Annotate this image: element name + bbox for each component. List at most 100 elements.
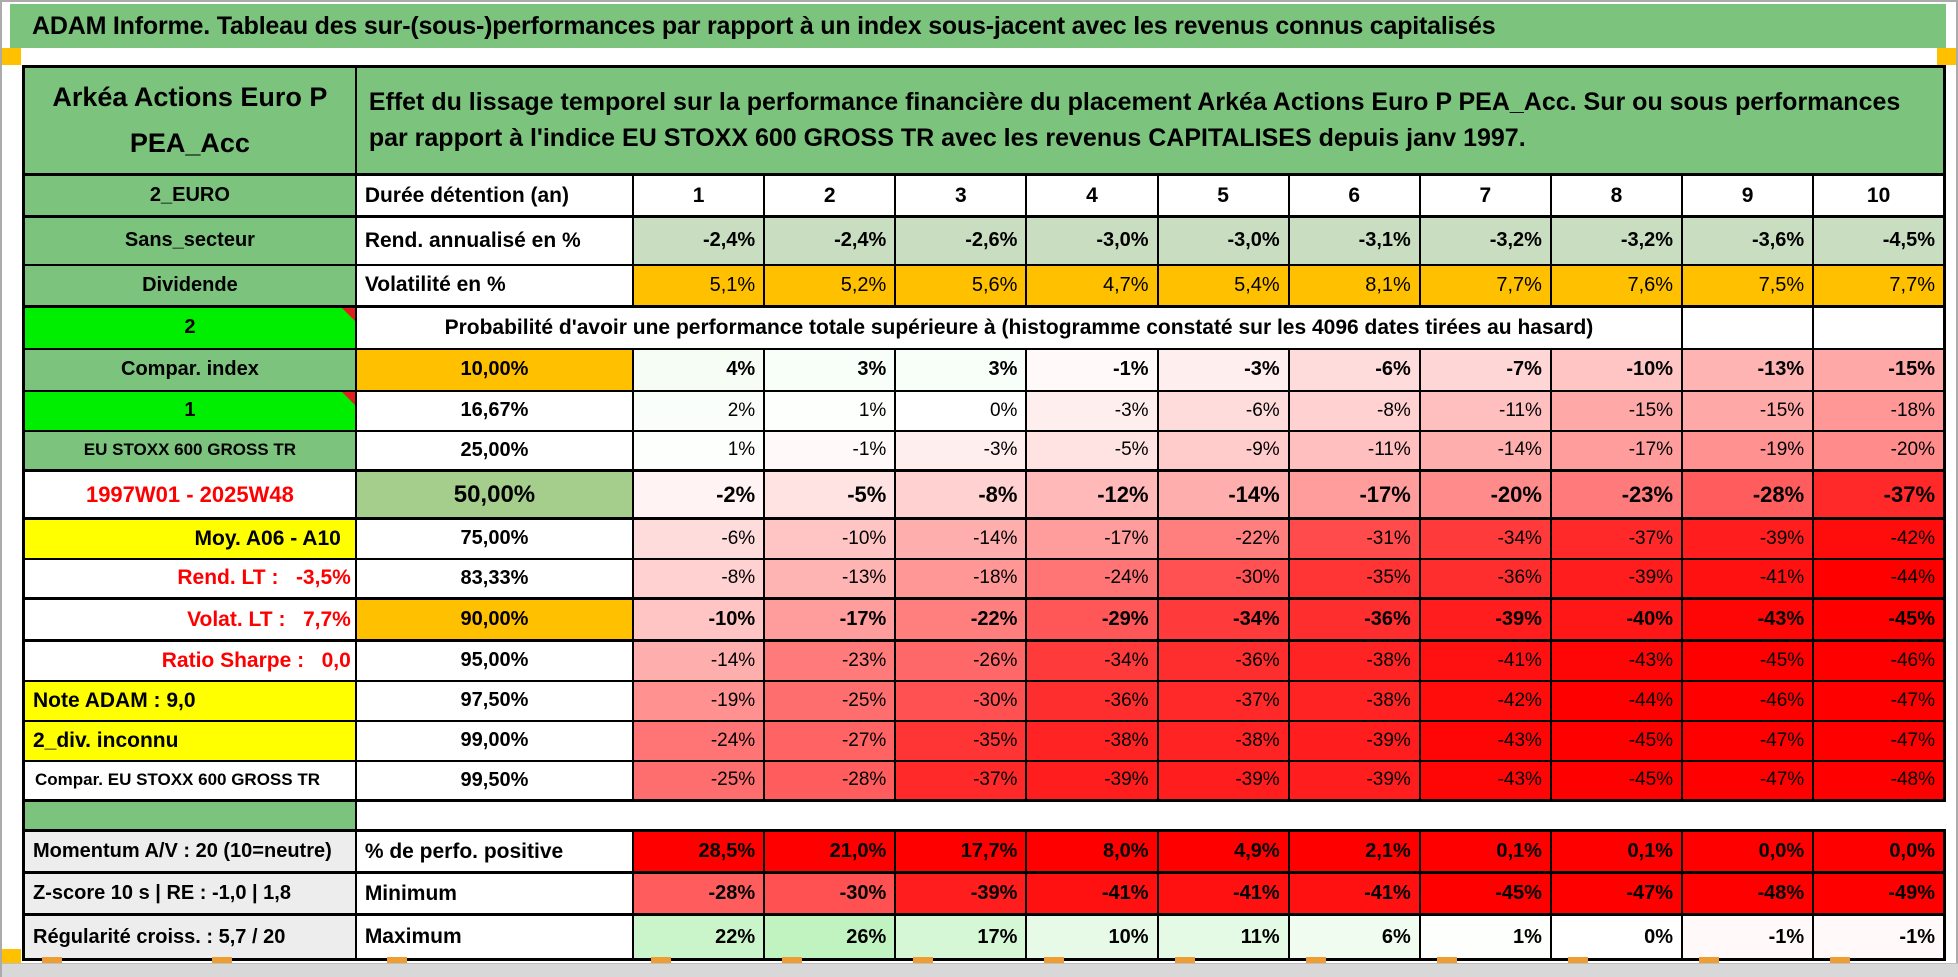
row-label[interactable]: Compar. index	[22, 347, 357, 392]
probability-value-cell[interactable]: -43%	[1549, 639, 1684, 682]
probability-value-cell[interactable]: -28%	[763, 759, 897, 802]
probability-value-cell[interactable]: -40%	[1549, 597, 1684, 642]
probability-value-cell[interactable]: -36%	[1156, 639, 1290, 682]
quantile-cell[interactable]: 10,00%	[354, 347, 635, 392]
probability-value-cell[interactable]: -38%	[1025, 719, 1159, 762]
probability-value-cell[interactable]: -1%	[763, 429, 897, 472]
annualized-return-cell[interactable]: -4,5%	[1812, 215, 1946, 266]
summary-value-cell[interactable]: 6%	[1287, 913, 1421, 961]
row-metric[interactable]: % de perfo. positive	[354, 829, 635, 874]
summary-value-cell[interactable]: -41%	[1025, 871, 1159, 916]
annualized-return-cell[interactable]: -2,4%	[763, 215, 897, 266]
probability-value-cell[interactable]: -37%	[1156, 679, 1290, 722]
annualized-return-cell[interactable]: -2,4%	[632, 215, 766, 266]
probability-value-cell[interactable]: -38%	[1287, 639, 1421, 682]
probability-value-cell[interactable]: -26%	[894, 639, 1028, 682]
summary-value-cell[interactable]: 0,0%	[1812, 829, 1946, 874]
probability-value-cell[interactable]: -11%	[1287, 429, 1421, 472]
summary-value-cell[interactable]: -39%	[894, 871, 1028, 916]
probability-value-cell[interactable]: -47%	[1812, 679, 1946, 722]
probability-value-cell[interactable]: -39%	[1156, 759, 1290, 802]
probability-value-cell[interactable]: -17%	[763, 597, 897, 642]
probability-value-cell[interactable]: -7%	[1418, 347, 1552, 392]
probability-value-cell[interactable]: -39%	[1025, 759, 1159, 802]
duration-header-cell[interactable]: 7	[1418, 173, 1552, 218]
summary-value-cell[interactable]: -41%	[1287, 871, 1421, 916]
probability-value-cell[interactable]: -10%	[763, 517, 897, 560]
probability-value-cell[interactable]: -39%	[1287, 719, 1421, 762]
probability-value-cell[interactable]: -14%	[632, 639, 766, 682]
probability-value-cell[interactable]: -6%	[1287, 347, 1421, 392]
probability-value-cell[interactable]: -27%	[763, 719, 897, 762]
probability-value-cell[interactable]: -3%	[1156, 347, 1290, 392]
annualized-return-cell[interactable]: -3,2%	[1549, 215, 1684, 266]
probability-value-cell[interactable]: -34%	[1025, 639, 1159, 682]
probability-value-cell[interactable]: -47%	[1812, 719, 1946, 762]
annualized-return-cell[interactable]: -3,0%	[1156, 215, 1290, 266]
empty-cell[interactable]	[1812, 305, 1946, 350]
probability-value-cell[interactable]: -30%	[1156, 557, 1290, 600]
probability-value-cell[interactable]: -9%	[1156, 429, 1290, 472]
probability-value-cell[interactable]: -13%	[763, 557, 897, 600]
probability-value-cell[interactable]: -39%	[1549, 557, 1684, 600]
probability-value-cell[interactable]: -15%	[1812, 347, 1946, 392]
quantile-cell[interactable]: 97,50%	[354, 679, 635, 722]
volatility-cell[interactable]: 7,7%	[1812, 263, 1946, 308]
probability-value-cell[interactable]: -3%	[894, 429, 1028, 472]
probability-value-cell[interactable]: -42%	[1418, 679, 1552, 722]
probability-value-cell[interactable]: -39%	[1287, 759, 1421, 802]
probability-value-cell[interactable]: -38%	[1156, 719, 1290, 762]
summary-value-cell[interactable]: -41%	[1156, 871, 1290, 916]
quantile-cell[interactable]: 16,67%	[354, 389, 635, 432]
summary-value-cell[interactable]: 0,1%	[1418, 829, 1552, 874]
probability-value-cell[interactable]: -23%	[1549, 469, 1684, 520]
quantile-cell[interactable]: 75,00%	[354, 517, 635, 560]
probability-value-cell[interactable]: -46%	[1681, 679, 1815, 722]
row-label[interactable]: 1	[22, 389, 357, 432]
row-metric[interactable]: Volatilité en %	[354, 263, 635, 308]
probability-value-cell[interactable]: -36%	[1287, 597, 1421, 642]
probability-value-cell[interactable]: -5%	[763, 469, 897, 520]
probability-value-cell[interactable]: 1%	[763, 389, 897, 432]
probability-value-cell[interactable]: -18%	[1812, 389, 1946, 432]
probability-value-cell[interactable]: -15%	[1549, 389, 1684, 432]
probability-value-cell[interactable]: -43%	[1681, 597, 1815, 642]
probability-value-cell[interactable]: -35%	[1287, 557, 1421, 600]
probability-value-cell[interactable]: 1%	[632, 429, 766, 472]
row-label[interactable]: 2_div. inconnu	[22, 719, 357, 762]
quantile-cell[interactable]: 90,00%	[354, 597, 635, 642]
probability-value-cell[interactable]: -29%	[1025, 597, 1159, 642]
probability-value-cell[interactable]: -45%	[1812, 597, 1946, 642]
probability-value-cell[interactable]: -44%	[1812, 557, 1946, 600]
row-label[interactable]: EU STOXX 600 GROSS TR	[22, 429, 357, 472]
summary-value-cell[interactable]: -47%	[1549, 871, 1684, 916]
probability-value-cell[interactable]: -36%	[1418, 557, 1552, 600]
probability-value-cell[interactable]: -6%	[632, 517, 766, 560]
probability-value-cell[interactable]: -5%	[1025, 429, 1159, 472]
row-label[interactable]: 1997W01 - 2025W48	[22, 469, 357, 520]
row-label[interactable]: Rend. LT : -3,5%	[22, 557, 357, 600]
probability-value-cell[interactable]: -23%	[763, 639, 897, 682]
volatility-cell[interactable]: 5,1%	[632, 263, 766, 308]
summary-value-cell[interactable]: 11%	[1156, 913, 1290, 961]
probability-value-cell[interactable]: -48%	[1812, 759, 1946, 802]
probability-value-cell[interactable]: -34%	[1418, 517, 1552, 560]
probability-value-cell[interactable]: 2%	[632, 389, 766, 432]
summary-value-cell[interactable]: 4,9%	[1156, 829, 1290, 874]
annualized-return-cell[interactable]: -3,1%	[1287, 215, 1421, 266]
probability-value-cell[interactable]: -8%	[632, 557, 766, 600]
row-label[interactable]: 2_EURO	[22, 173, 357, 218]
quantile-cell[interactable]: 25,00%	[354, 429, 635, 472]
probability-value-cell[interactable]: -22%	[1156, 517, 1290, 560]
probability-value-cell[interactable]: -41%	[1681, 557, 1815, 600]
probability-value-cell[interactable]: -10%	[632, 597, 766, 642]
row-label[interactable]: Note ADAM : 9,0	[22, 679, 357, 722]
probability-value-cell[interactable]: -31%	[1287, 517, 1421, 560]
probability-value-cell[interactable]: 3%	[763, 347, 897, 392]
row-label[interactable]: Moy. A06 - A10	[22, 517, 357, 560]
probability-value-cell[interactable]: -8%	[1287, 389, 1421, 432]
summary-value-cell[interactable]: 17%	[894, 913, 1028, 961]
quantile-cell[interactable]: 99,50%	[354, 759, 635, 802]
probability-value-cell[interactable]: 0%	[894, 389, 1028, 432]
fund-name-cell[interactable]: Arkéa Actions Euro P PEA_Acc	[22, 65, 357, 176]
